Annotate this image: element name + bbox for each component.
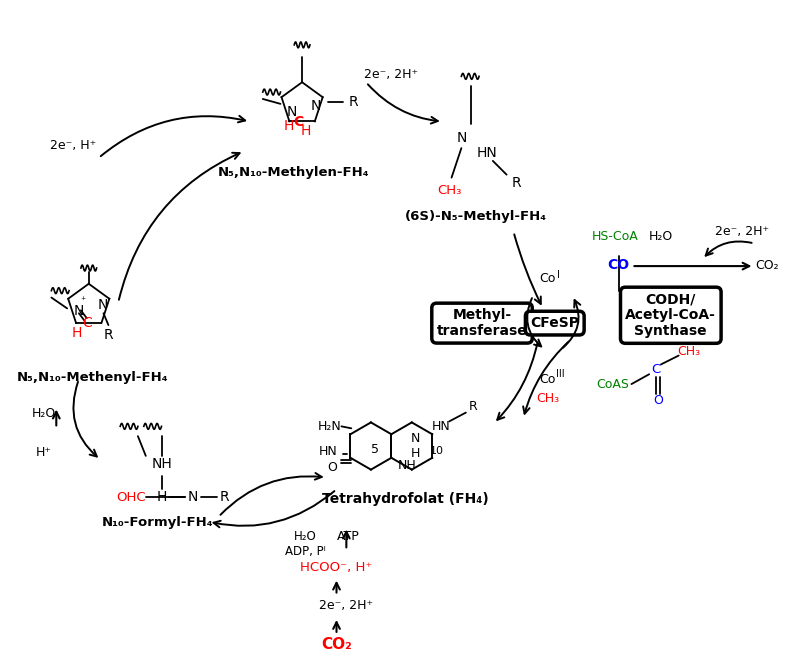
Text: N₅,N₁₀-Methylen-FH₄: N₅,N₁₀-Methylen-FH₄ bbox=[218, 166, 369, 180]
Text: CO₂: CO₂ bbox=[755, 259, 779, 272]
Text: H: H bbox=[72, 326, 82, 340]
Text: Methyl-
transferase: Methyl- transferase bbox=[437, 308, 527, 338]
Text: ATP: ATP bbox=[337, 530, 360, 543]
Text: (6S)-N₅-Methyl-FH₄: (6S)-N₅-Methyl-FH₄ bbox=[405, 211, 547, 224]
Text: 10: 10 bbox=[430, 446, 443, 456]
Text: H: H bbox=[283, 119, 294, 133]
Text: N: N bbox=[287, 105, 298, 119]
Text: CFeSP: CFeSP bbox=[530, 316, 579, 330]
Text: H: H bbox=[411, 447, 421, 461]
Text: N: N bbox=[456, 131, 466, 145]
Text: R: R bbox=[104, 328, 114, 342]
Text: 2e⁻, H⁺: 2e⁻, H⁺ bbox=[50, 139, 96, 152]
Text: OHC: OHC bbox=[116, 490, 146, 504]
Text: 2e⁻, 2H⁺: 2e⁻, 2H⁺ bbox=[714, 225, 769, 238]
Text: N₁₀-Formyl-FH₄: N₁₀-Formyl-FH₄ bbox=[102, 516, 214, 529]
Text: N: N bbox=[310, 99, 321, 113]
Text: R: R bbox=[512, 176, 522, 189]
Text: HN: HN bbox=[432, 420, 450, 433]
Text: H: H bbox=[301, 124, 311, 139]
Text: HCOO⁻, H⁺: HCOO⁻, H⁺ bbox=[300, 562, 373, 574]
Text: CO: CO bbox=[608, 258, 630, 272]
Text: C: C bbox=[82, 316, 92, 330]
Text: ⁺: ⁺ bbox=[80, 296, 86, 306]
Text: N₅,N₁₀-Methenyl-FH₄: N₅,N₁₀-Methenyl-FH₄ bbox=[17, 371, 169, 383]
Text: 5: 5 bbox=[371, 444, 379, 457]
Text: N: N bbox=[74, 304, 84, 318]
Text: N: N bbox=[98, 298, 108, 312]
Text: Tetrahydrofolat (FH₄): Tetrahydrofolat (FH₄) bbox=[322, 492, 489, 506]
Text: HN: HN bbox=[318, 446, 338, 459]
Text: HS-CoA: HS-CoA bbox=[591, 230, 638, 243]
Text: C: C bbox=[651, 363, 661, 376]
Text: CH₃: CH₃ bbox=[536, 392, 559, 405]
Text: H: H bbox=[156, 490, 166, 504]
Text: CH₃: CH₃ bbox=[438, 184, 462, 197]
Text: HN: HN bbox=[477, 146, 498, 160]
Text: H₂O: H₂O bbox=[649, 230, 673, 243]
Text: O: O bbox=[328, 461, 338, 474]
Text: R: R bbox=[220, 490, 230, 504]
Text: H₂N: H₂N bbox=[318, 420, 342, 433]
Text: Co: Co bbox=[540, 273, 556, 285]
Text: CoAS: CoAS bbox=[597, 378, 630, 391]
Text: R: R bbox=[468, 400, 477, 413]
Text: NH: NH bbox=[151, 457, 172, 471]
Text: C: C bbox=[293, 115, 303, 129]
Text: NH: NH bbox=[398, 459, 416, 472]
Text: N: N bbox=[188, 490, 198, 504]
Text: R: R bbox=[349, 95, 358, 109]
Text: I: I bbox=[558, 270, 560, 280]
Text: CODH/
Acetyl-CoA-
Synthase: CODH/ Acetyl-CoA- Synthase bbox=[626, 292, 716, 339]
Text: H₂O
ADP, Pᴵ: H₂O ADP, Pᴵ bbox=[285, 531, 326, 558]
Text: Co: Co bbox=[540, 373, 556, 385]
Text: CO₂: CO₂ bbox=[321, 637, 352, 652]
Text: 2e⁻, 2H⁺: 2e⁻, 2H⁺ bbox=[319, 599, 374, 612]
Text: 2e⁻, 2H⁺: 2e⁻, 2H⁺ bbox=[363, 68, 418, 81]
Text: N: N bbox=[411, 432, 421, 445]
Text: III: III bbox=[556, 369, 565, 380]
Text: O: O bbox=[653, 394, 663, 407]
Text: H₂O: H₂O bbox=[31, 407, 56, 420]
Text: CH₃: CH₃ bbox=[677, 345, 700, 358]
Text: H⁺: H⁺ bbox=[35, 446, 51, 459]
